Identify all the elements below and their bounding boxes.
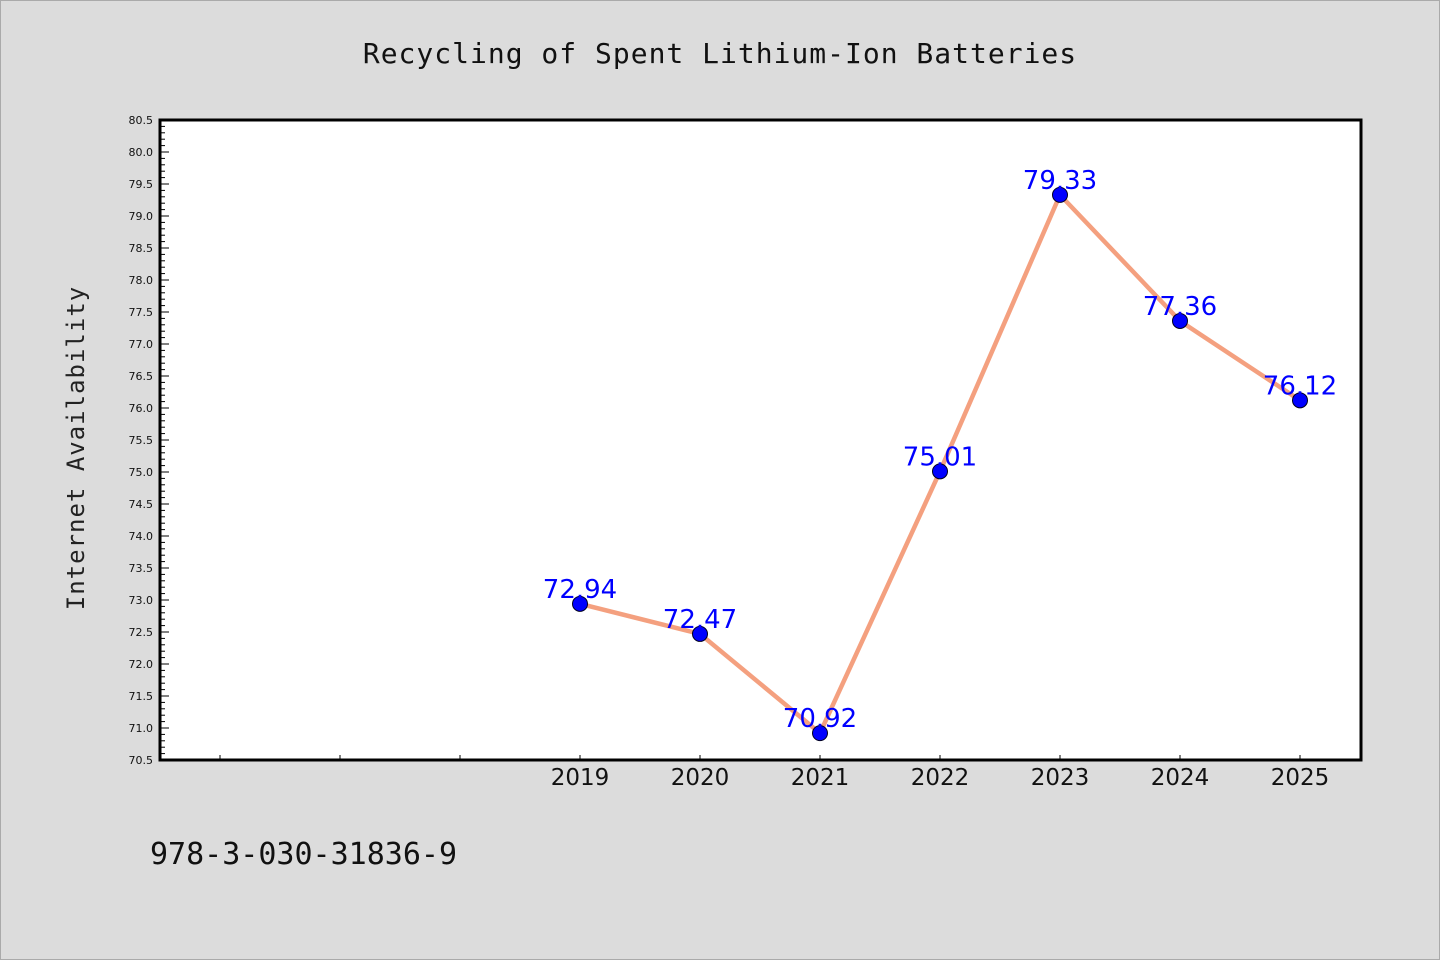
y-tick-label: 76.0 xyxy=(129,402,154,415)
y-tick-label: 79.5 xyxy=(129,178,154,191)
data-point xyxy=(932,463,948,480)
plot-frame xyxy=(158,118,1363,762)
data-point xyxy=(692,625,708,642)
y-tick-label: 72.0 xyxy=(129,658,154,671)
y-tick-label: 78.0 xyxy=(129,274,154,287)
y-tick-label: 78.5 xyxy=(129,242,154,255)
data-point xyxy=(1172,312,1188,329)
data-point xyxy=(1292,392,1308,409)
isbn-text: 978-3-030-31836-9 xyxy=(150,837,457,872)
data-point xyxy=(812,725,828,742)
data-label: 77.36 xyxy=(1143,292,1217,322)
x-tick-label: 2022 xyxy=(911,765,970,791)
y-tick-label: 80.5 xyxy=(129,114,154,127)
y-axis-label: Internet Availability xyxy=(62,286,90,610)
y-tick-label: 80.0 xyxy=(129,146,154,159)
y-tick-label: 76.5 xyxy=(129,370,154,383)
data-label: 79.33 xyxy=(1023,166,1097,196)
y-tick-label: 70.5 xyxy=(129,754,154,767)
data-label: 72.94 xyxy=(543,575,617,605)
x-tick-label: 2020 xyxy=(671,765,730,791)
data-label: 75.01 xyxy=(903,442,977,472)
x-tick-label: 2024 xyxy=(1151,765,1210,791)
data-point xyxy=(1052,186,1068,203)
y-tick-label: 74.0 xyxy=(129,530,154,543)
y-tick-label: 72.5 xyxy=(129,626,154,639)
x-tick-label: 2025 xyxy=(1271,765,1330,791)
y-tick-label: 73.5 xyxy=(129,562,154,575)
data-label: 70.92 xyxy=(783,704,857,734)
y-tick-labels: 70.5 71.0 71.5 72.0 72.5 73.0 73.5 74.0 74.5 75.0… xyxy=(129,114,154,767)
plot-area xyxy=(160,120,1361,760)
y-tick-label: 71.0 xyxy=(129,722,154,735)
y-tick-label: 79.0 xyxy=(129,210,154,223)
y-tick-label: 73.0 xyxy=(129,594,154,607)
data-label: 72.47 xyxy=(663,605,737,635)
y-tick-label: 74.5 xyxy=(129,498,154,511)
y-tick-label: 71.5 xyxy=(129,690,154,703)
chart-title: Recycling of Spent Lithium-Ion Batteries xyxy=(363,37,1077,70)
y-tick-label: 77.0 xyxy=(129,338,154,351)
data-label: 76.12 xyxy=(1263,371,1337,401)
data-labels: 72.94 72.47 70.92 75.01 79.33 77.36 76.12 xyxy=(543,166,1337,734)
x-tick-label: 2023 xyxy=(1031,765,1090,791)
data-point xyxy=(572,595,588,612)
x-tick-label: 2019 xyxy=(551,765,610,791)
x-tick-label: 2021 xyxy=(791,765,850,791)
data-points xyxy=(572,186,1308,742)
y-tick-label: 77.5 xyxy=(129,306,154,319)
y-tick-label: 75.0 xyxy=(129,466,154,479)
y-tick-label: 75.5 xyxy=(129,434,154,447)
x-tick-labels: 2019 2020 2021 2022 2023 2024 2025 xyxy=(551,765,1330,791)
